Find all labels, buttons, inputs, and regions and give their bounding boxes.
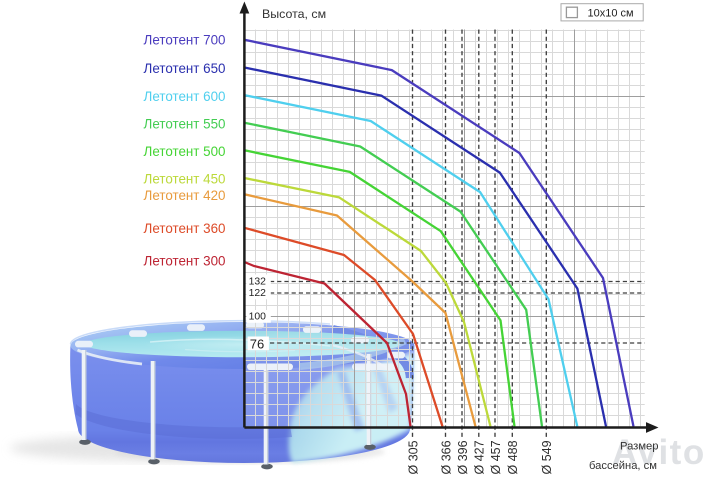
svg-text:Летотент 650: Летотент 650 [144, 61, 226, 76]
svg-text:Высота, см: Высота, см [262, 7, 326, 21]
svg-text:Ø 488: Ø 488 [506, 440, 520, 474]
svg-text:Ø 457: Ø 457 [489, 440, 503, 474]
svg-text:Летотент 500: Летотент 500 [144, 144, 226, 159]
svg-text:100: 100 [249, 312, 267, 323]
svg-text:Летотент 550: Летотент 550 [144, 116, 226, 131]
svg-text:Летотент 700: Летотент 700 [144, 33, 226, 48]
svg-text:Ø 549: Ø 549 [540, 440, 554, 474]
svg-text:132: 132 [249, 277, 267, 288]
svg-text:Летотент 420: Летотент 420 [144, 188, 226, 203]
svg-text:Летотент 600: Летотент 600 [144, 89, 226, 104]
svg-text:76: 76 [250, 337, 264, 352]
svg-text:10x10 см: 10x10 см [588, 8, 634, 20]
svg-text:Ø 366: Ø 366 [439, 440, 453, 474]
svg-text:122: 122 [249, 288, 267, 299]
svg-text:бассейна, см: бассейна, см [589, 460, 657, 472]
svg-text:Ø 427: Ø 427 [473, 440, 487, 474]
svg-text:Летотент 450: Летотент 450 [144, 171, 226, 186]
svg-text:Ø 305: Ø 305 [406, 440, 420, 474]
svg-text:Летотент 360: Летотент 360 [144, 221, 226, 236]
svg-text:Летотент 300: Летотент 300 [144, 254, 226, 269]
svg-text:Ø 396: Ø 396 [456, 440, 470, 474]
svg-text:Avito: Avito [612, 433, 706, 472]
svg-text:Размер: Размер [620, 441, 658, 453]
